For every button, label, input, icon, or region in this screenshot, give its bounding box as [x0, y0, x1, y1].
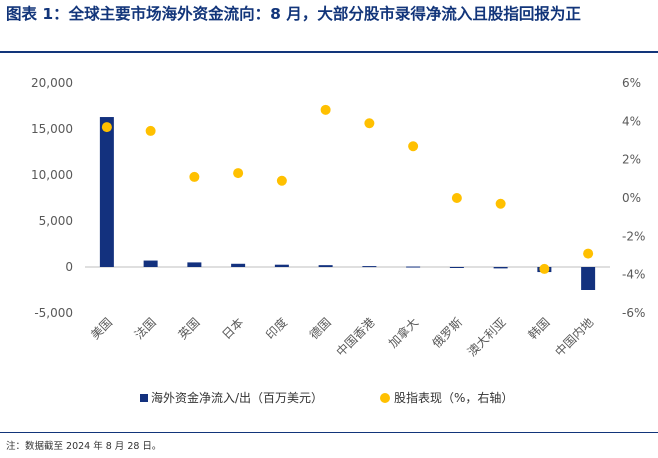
left-tick-label: 0: [65, 260, 73, 274]
bar-澳大利亚: [493, 267, 508, 269]
legend: 海外资金净流入/出（百万美元） 股指表现（%，右轴）: [140, 390, 513, 405]
right-tick-label: -4%: [622, 268, 645, 282]
chart: -5,000 0 5,000 10,000 15,000 20,000 -6% -4% -2%…: [31, 76, 645, 405]
right-tick-label: 4%: [622, 114, 641, 128]
dot-印度: [276, 175, 287, 186]
legend-bar-swatch: [140, 394, 148, 402]
category-label: 印度: [262, 315, 290, 343]
bar-德国: [318, 265, 333, 267]
dot-中国内地: [583, 248, 594, 259]
title-divider: [0, 51, 658, 53]
legend-dot-label: 股指表现（%，右轴）: [394, 390, 513, 405]
dot-韩国: [539, 263, 550, 274]
category-label: 中国内地: [552, 315, 597, 360]
dot-series: [101, 104, 594, 274]
left-tick-label: 5,000: [39, 214, 73, 228]
right-tick-label: 2%: [622, 153, 641, 167]
footnote: 注：数据截至 2024 年 8 月 28 日。: [6, 441, 162, 452]
chart-title: 图表 1：全球主要市场海外资金流向：8 月，大部分股市录得净流入且股指回报为正: [6, 5, 581, 23]
bar-中国内地: [581, 267, 596, 290]
category-label: 俄罗斯: [430, 315, 465, 350]
legend-dot-swatch: [380, 393, 390, 403]
dot-德国: [320, 104, 331, 115]
category-label: 法国: [132, 315, 159, 342]
category-label: 中国香港: [333, 315, 378, 360]
dot-加拿大: [408, 141, 419, 152]
right-tick-label: 0%: [622, 191, 641, 205]
left-tick-label: 20,000: [31, 76, 73, 90]
left-tick-label: 15,000: [31, 122, 73, 136]
legend-bar-label: 海外资金净流入/出（百万美元）: [151, 390, 323, 405]
dot-俄罗斯: [451, 193, 462, 203]
category-label: 英国: [176, 315, 203, 342]
right-tick-label: -2%: [622, 229, 645, 243]
dot-法国: [145, 125, 156, 136]
bar-法国: [143, 260, 158, 267]
dot-美国: [101, 122, 112, 133]
bar-英国: [187, 262, 202, 267]
category-label: 韩国: [525, 315, 553, 343]
dot-英国: [189, 171, 200, 182]
right-tick-label: 6%: [622, 76, 641, 90]
bar-印度: [274, 264, 289, 267]
bar-美国: [99, 117, 114, 267]
dot-日本: [233, 168, 244, 179]
dot-中国香港: [364, 118, 375, 129]
dot-澳大利亚: [495, 198, 506, 209]
right-tick-label: -6%: [622, 306, 645, 320]
bar-加拿大: [406, 266, 421, 268]
right-axis: -6% -4% -2% 0% 2% 4% 6%: [622, 76, 645, 320]
footer-divider: [0, 432, 658, 433]
category-labels: 美国 法国 英国 日本 印度 德国 中国香港 加拿大 俄罗斯 澳大利亚 韩国 中国内地: [88, 315, 596, 360]
category-label: 美国: [88, 315, 115, 342]
bar-中国香港: [362, 266, 377, 268]
left-tick-label: -5,000: [34, 306, 73, 320]
category-label: 德国: [306, 315, 334, 343]
category-label: 加拿大: [385, 315, 421, 351]
bar-日本: [231, 263, 246, 267]
bar-俄罗斯: [449, 267, 464, 268]
category-label: 日本: [219, 315, 246, 342]
bar-series: [99, 117, 596, 290]
left-axis: -5,000 0 5,000 10,000 15,000 20,000: [31, 76, 73, 320]
category-label: 澳大利亚: [465, 315, 509, 359]
left-tick-label: 10,000: [31, 168, 73, 182]
